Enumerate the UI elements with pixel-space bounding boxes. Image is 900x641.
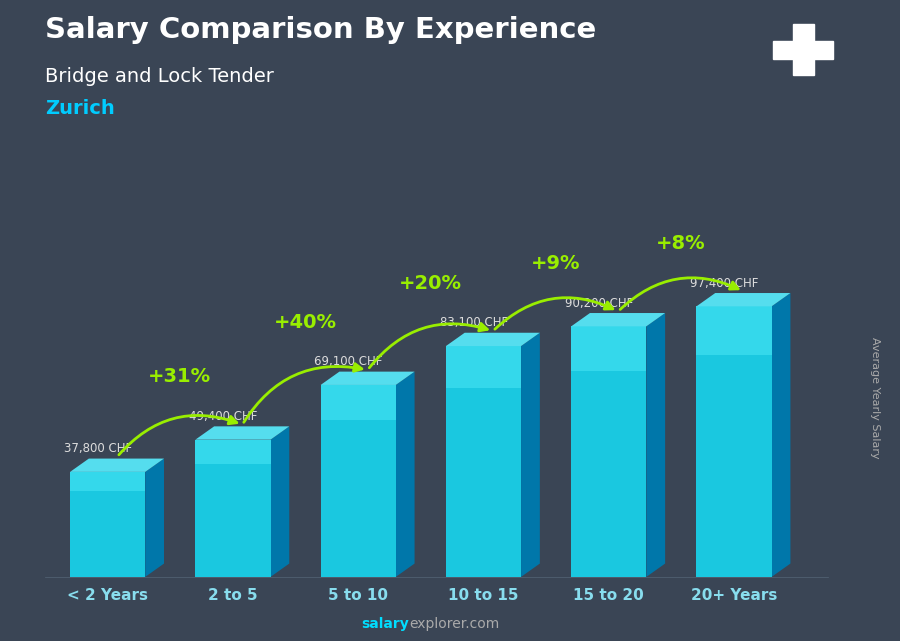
Polygon shape (195, 440, 271, 577)
Text: +31%: +31% (148, 367, 211, 387)
Text: Zurich: Zurich (45, 99, 115, 119)
Text: 83,100 CHF: 83,100 CHF (439, 317, 508, 329)
Polygon shape (646, 313, 665, 577)
Polygon shape (572, 313, 665, 326)
Bar (773, 41, 833, 58)
FancyArrowPatch shape (244, 363, 362, 422)
Polygon shape (446, 333, 540, 346)
Text: 49,400 CHF: 49,400 CHF (189, 410, 257, 423)
Text: 90,200 CHF: 90,200 CHF (565, 297, 634, 310)
Polygon shape (70, 458, 164, 472)
FancyArrowPatch shape (119, 415, 237, 455)
Text: +40%: +40% (274, 313, 337, 331)
Polygon shape (446, 346, 521, 388)
Text: salary: salary (362, 617, 410, 631)
Text: +20%: +20% (399, 274, 462, 293)
Polygon shape (320, 385, 396, 577)
Text: +9%: +9% (531, 254, 580, 273)
Text: +8%: +8% (656, 234, 706, 253)
Polygon shape (572, 326, 646, 577)
Polygon shape (521, 333, 540, 577)
Polygon shape (446, 346, 521, 577)
Text: explorer.com: explorer.com (410, 617, 500, 631)
Polygon shape (271, 426, 289, 577)
Polygon shape (697, 306, 771, 577)
FancyArrowPatch shape (495, 297, 613, 329)
Polygon shape (396, 372, 415, 577)
Polygon shape (697, 293, 790, 306)
Polygon shape (320, 385, 396, 419)
Polygon shape (195, 440, 271, 464)
Polygon shape (145, 458, 164, 577)
Text: Average Yearly Salary: Average Yearly Salary (869, 337, 880, 458)
Polygon shape (572, 326, 646, 371)
Polygon shape (320, 372, 415, 385)
Text: 69,100 CHF: 69,100 CHF (314, 355, 382, 369)
Polygon shape (697, 306, 771, 355)
Bar (793, 24, 814, 76)
FancyArrowPatch shape (620, 278, 738, 310)
Polygon shape (70, 472, 145, 577)
Text: Salary Comparison By Experience: Salary Comparison By Experience (45, 16, 596, 44)
Text: Bridge and Lock Tender: Bridge and Lock Tender (45, 67, 274, 87)
Polygon shape (771, 293, 790, 577)
Text: 37,800 CHF: 37,800 CHF (64, 442, 132, 455)
FancyArrowPatch shape (369, 323, 487, 368)
Text: 97,400 CHF: 97,400 CHF (690, 277, 759, 290)
Polygon shape (70, 472, 145, 491)
Polygon shape (195, 426, 289, 440)
